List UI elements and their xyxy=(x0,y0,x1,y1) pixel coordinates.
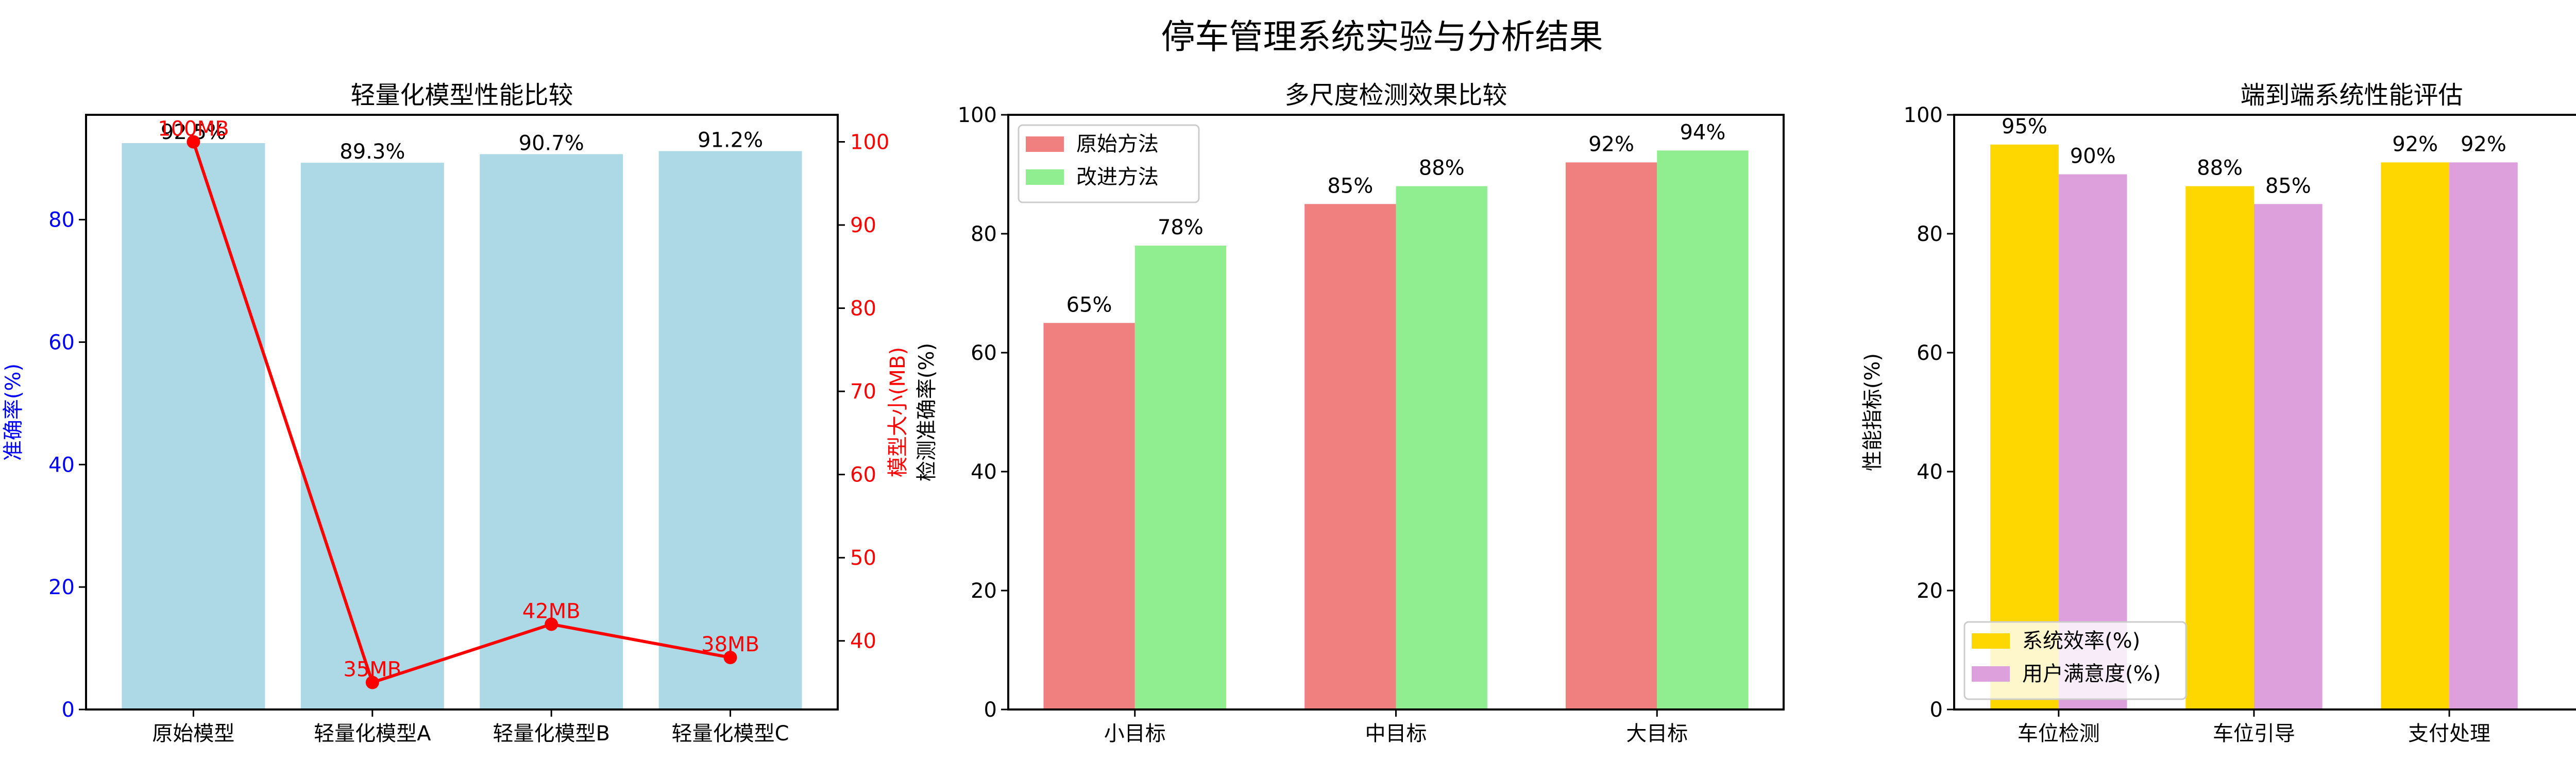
y2-tick-label: 100 xyxy=(850,131,889,154)
model-size-label: 38MB xyxy=(701,633,759,656)
bar xyxy=(1396,186,1487,710)
legend-swatch xyxy=(1026,136,1064,152)
y-axis-label: 准确率(%) xyxy=(2,363,25,461)
chart-title: 轻量化模型性能比较 xyxy=(350,81,573,110)
y-axis-label: 检测准确率(%) xyxy=(915,343,939,481)
y-tick-label: 0 xyxy=(984,698,997,722)
bar-value-label: 90.7% xyxy=(519,131,584,155)
bar xyxy=(1134,246,1227,710)
y2-tick-label: 80 xyxy=(850,297,876,321)
y2-tick-label: 90 xyxy=(850,214,876,237)
y-tick-label: 60 xyxy=(1917,341,1943,365)
bar xyxy=(1990,144,2059,709)
x-tick-label: 轻量化模型A xyxy=(314,722,431,746)
bar-value-label: 85% xyxy=(1327,174,1373,198)
bar xyxy=(1304,204,1396,709)
model-size-label: 100MB xyxy=(158,117,229,141)
y-tick-label: 60 xyxy=(971,341,997,365)
y-tick-label: 80 xyxy=(971,222,997,246)
y-tick-label: 100 xyxy=(1904,103,1943,127)
x-tick-label: 大目标 xyxy=(1626,722,1688,746)
bar xyxy=(1565,162,1657,709)
y-tick-label: 20 xyxy=(1917,579,1943,603)
y-tick-label: 100 xyxy=(958,103,997,127)
model-size-label: 42MB xyxy=(522,599,581,623)
y-tick-label: 60 xyxy=(48,331,75,354)
bar-value-label: 88% xyxy=(2197,157,2243,180)
x-tick-label: 车位引导 xyxy=(2213,722,2295,746)
bar xyxy=(658,151,802,709)
x-tick-label: 小目标 xyxy=(1104,722,1166,746)
axes-frame xyxy=(85,114,839,711)
model-size-marker xyxy=(365,676,379,689)
bar xyxy=(300,163,444,709)
x-tick-label: 支付处理 xyxy=(2408,722,2490,746)
bar xyxy=(122,143,265,709)
bar-value-label: 92% xyxy=(2392,132,2438,156)
legend-swatch xyxy=(1026,169,1064,185)
y-axis-label: 性能指标(%) xyxy=(1861,353,1885,471)
bar xyxy=(1657,150,1749,709)
bar-value-label: 92% xyxy=(2461,132,2506,156)
legend-label: 原始方法 xyxy=(1076,132,1159,156)
x-tick-label: 原始模型 xyxy=(152,722,234,746)
model-size-marker xyxy=(723,651,737,665)
y-tick-label: 20 xyxy=(48,576,75,599)
bar-value-label: 94% xyxy=(1680,120,1725,144)
chart-title: 多尺度检测效果比较 xyxy=(1284,81,1507,110)
axes-frame xyxy=(1953,114,2576,711)
x-tick-label: 车位检测 xyxy=(2018,722,2100,746)
figure-title: 停车管理系统实验与分析结果 xyxy=(1161,17,1603,57)
bar-value-label: 88% xyxy=(1419,157,1465,180)
x-tick-label: 轻量化模型C xyxy=(672,722,789,746)
legend-swatch xyxy=(1972,633,2010,649)
y2-tick-label: 40 xyxy=(850,630,876,653)
bar-value-label: 78% xyxy=(1158,216,1204,239)
bar-value-label: 85% xyxy=(2265,174,2311,198)
legend-swatch xyxy=(1972,666,2010,682)
y-tick-label: 40 xyxy=(48,453,75,477)
bar-value-label: 65% xyxy=(1066,293,1112,317)
y2-tick-label: 60 xyxy=(850,463,876,487)
bar xyxy=(2058,174,2127,709)
y2-tick-label: 50 xyxy=(850,546,876,570)
model-size-line xyxy=(192,141,731,685)
bar xyxy=(2253,204,2323,709)
legend-label: 系统效率(%) xyxy=(2022,629,2140,653)
model-size-label: 35MB xyxy=(343,658,401,682)
y-tick-label: 0 xyxy=(1930,698,1943,722)
y2-axis-label: 模型大小(MB) xyxy=(886,347,910,477)
bar xyxy=(1043,323,1135,709)
chart-multiscale-detection: 多尺度检测效果比较 65% 85% 92% 78% 88% 94% 0 20 40 60 80 100 检… xyxy=(915,81,1785,746)
chart-title: 端到端系统性能评估 xyxy=(2240,81,2463,110)
bar xyxy=(2381,162,2450,709)
bar xyxy=(480,154,623,709)
bar-value-label: 90% xyxy=(2070,145,2116,168)
y-tick-label: 0 xyxy=(62,698,75,722)
legend: 系统效率(%) 用户满意度(%) xyxy=(1963,621,2187,700)
y-tick-label: 80 xyxy=(48,209,75,232)
legend-label: 用户满意度(%) xyxy=(2022,662,2161,686)
bar-value-label: 91.2% xyxy=(698,128,763,152)
bar-value-label: 92% xyxy=(1588,132,1634,156)
model-size-marker xyxy=(187,135,200,149)
model-size-marker xyxy=(545,617,558,631)
chart-end-to-end-performance: 端到端系统性能评估95%88%92%85%90%85%92%88%0204060… xyxy=(1861,81,2576,746)
bar xyxy=(2449,162,2518,709)
y-tick-label: 40 xyxy=(1917,460,1943,484)
y2-tick-label: 70 xyxy=(850,380,876,404)
y-tick-label: 40 xyxy=(971,460,997,484)
legend-label: 改进方法 xyxy=(1076,165,1159,189)
bar-value-label: 89.3% xyxy=(340,140,405,164)
bar xyxy=(2185,186,2254,710)
x-tick-label: 中目标 xyxy=(1365,722,1427,746)
bar-value-label: 95% xyxy=(2002,115,2047,138)
y-tick-label: 80 xyxy=(1917,222,1943,246)
x-tick-label: 轻量化模型B xyxy=(493,722,609,746)
y-tick-label: 20 xyxy=(971,579,997,603)
